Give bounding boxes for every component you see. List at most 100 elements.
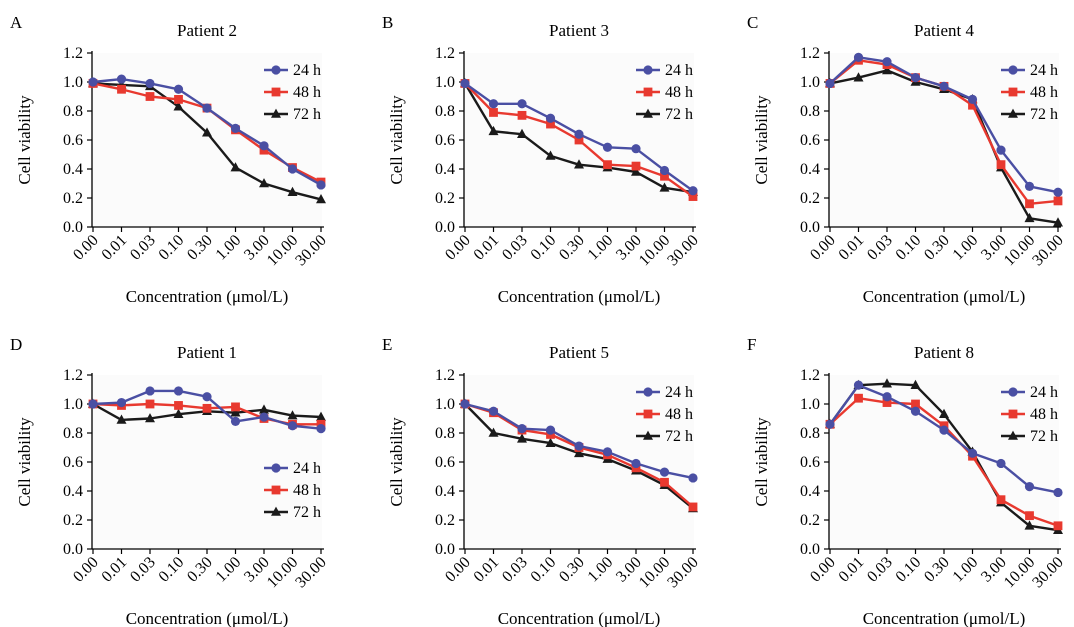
x-tick-label: 1.00 [950,554,982,586]
data-point [145,78,155,89]
y-tick-label: 0.6 [800,454,820,471]
x-tick-label: 1.00 [585,554,617,586]
data-point [574,159,584,169]
data-point [853,72,864,82]
data-point [517,424,527,434]
y-tick-label: 0.2 [63,512,83,529]
x-tick-label: 0.00 [70,554,102,586]
data-point [117,84,126,94]
panel-title: Patient 5 [549,343,609,362]
legend-label: 72 h [1030,106,1058,123]
data-point [688,473,698,483]
data-point [174,95,183,104]
data-point [517,433,527,443]
data-point [631,144,641,154]
data-point [230,407,241,417]
data-point [316,194,326,204]
y-axis-label: Cell viability [752,95,771,185]
panel-title: Patient 8 [914,343,974,362]
panel-title: Patient 3 [549,21,609,40]
y-tick-label: 0.0 [800,219,820,236]
legend-label: 48 h [1030,406,1058,423]
legend-label: 24 h [293,62,321,79]
x-tick-label: 0.10 [156,232,188,264]
legend-marker [643,108,653,118]
x-tick-label: 1.00 [585,232,617,264]
legend-label: 72 h [665,428,693,445]
y-tick-label: 1.2 [63,45,83,62]
data-point [602,142,613,152]
data-point [1024,181,1035,191]
data-point [173,84,184,94]
panel-f: F Patient 80.00.20.40.60.81.01.20.000.010… [747,335,1067,627]
x-tick-label: 10.00 [636,232,673,269]
data-point [688,186,698,196]
x-axis-label: Concentration (μmol/L) [863,609,1026,627]
legend-marker [643,409,653,419]
data-point [1053,487,1063,498]
data-point [202,103,212,113]
data-point [145,386,155,396]
x-tick-label: 10.00 [636,554,673,591]
y-tick-label: 0.4 [800,161,820,178]
data-point [910,379,921,389]
data-point [939,81,949,91]
x-tick-label: 0.00 [807,554,839,586]
x-tick-label: 0.03 [499,554,531,586]
x-tick-label: 10.00 [1001,554,1038,591]
y-tick-label: 0.2 [800,512,820,529]
y-tick-label: 0.6 [63,454,83,471]
y-tick-label: 1.2 [800,367,820,384]
x-tick-label: 0.10 [528,232,560,264]
data-point [230,416,241,426]
legend-marker [271,87,281,97]
data-point [854,393,863,403]
data-point [259,178,269,188]
x-tick-label: 0.10 [893,554,925,586]
x-tick-label: 30.00 [1029,554,1066,591]
data-point [996,145,1006,155]
legend: 24 h 48 h 72 h [264,460,321,521]
x-tick-label: 0.03 [127,554,159,586]
legend-marker [1008,387,1018,397]
data-point [688,502,698,512]
panel-e: E Patient 50.00.20.40.60.81.01.20.000.010… [382,335,702,627]
x-tick-label: 0.30 [184,232,216,264]
panel-letter: B [382,13,393,32]
data-point [825,419,835,429]
x-tick-label: 0.30 [184,554,216,586]
legend-label: 72 h [293,106,321,123]
data-point [230,123,241,133]
data-point [145,399,155,409]
data-point [1024,520,1035,530]
legend-label: 48 h [293,84,321,101]
y-tick-label: 0.8 [63,425,83,442]
x-tick-label: 0.01 [471,554,503,586]
y-tick-label: 0.2 [435,512,455,529]
x-tick-label: 0.03 [864,232,896,264]
x-tick-label: 30.00 [292,554,329,591]
data-point [174,401,183,410]
data-point [173,408,184,418]
data-point [545,150,556,160]
data-point [202,392,212,402]
data-point [1024,212,1035,223]
data-point [173,386,184,396]
legend-label: 24 h [1030,62,1058,79]
y-tick-label: 1.0 [800,396,820,413]
x-tick-label: 10.00 [264,554,301,591]
panel-c: C Patient 40.00.20.40.60.81.01.20.000.010… [747,13,1067,306]
panel-title: Patient 2 [177,21,237,40]
x-tick-label: 30.00 [1029,232,1066,269]
y-tick-label: 0.2 [63,190,83,207]
panel-a: A Patient 20.00.20.40.60.81.01.20.000.010… [10,13,330,306]
x-tick-label: 30.00 [664,554,701,591]
y-tick-label: 0.4 [435,161,455,178]
x-tick-label: 0.01 [836,554,868,586]
legend-marker [271,463,281,473]
data-point [659,165,670,176]
data-point [488,125,499,136]
x-tick-label: 0.00 [70,232,102,264]
y-tick-label: 1.2 [435,45,455,62]
panel-d: D Patient 10.00.20.40.60.81.01.20.000.010… [10,335,330,627]
